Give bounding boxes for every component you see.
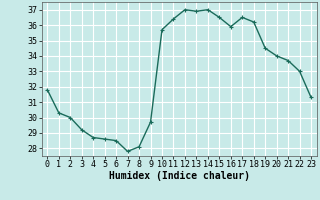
- X-axis label: Humidex (Indice chaleur): Humidex (Indice chaleur): [109, 171, 250, 181]
